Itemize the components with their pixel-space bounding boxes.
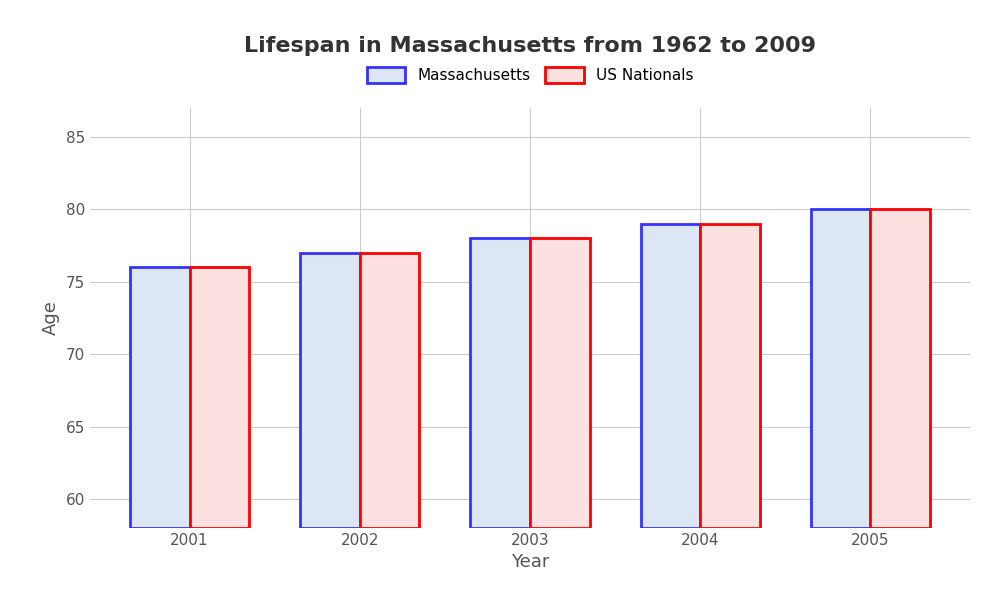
Bar bbox=[130, 268, 190, 528]
Bar bbox=[811, 209, 870, 528]
Title: Lifespan in Massachusetts from 1962 to 2009: Lifespan in Massachusetts from 1962 to 2… bbox=[244, 37, 816, 56]
Bar bbox=[870, 209, 930, 528]
Bar bbox=[470, 238, 530, 528]
Bar bbox=[190, 268, 249, 528]
Bar bbox=[360, 253, 419, 528]
Bar bbox=[641, 224, 700, 528]
X-axis label: Year: Year bbox=[511, 553, 549, 571]
Legend: Massachusetts, US Nationals: Massachusetts, US Nationals bbox=[361, 61, 699, 89]
Bar bbox=[530, 238, 590, 528]
Y-axis label: Age: Age bbox=[42, 301, 60, 335]
Bar bbox=[700, 224, 760, 528]
Bar bbox=[300, 253, 360, 528]
